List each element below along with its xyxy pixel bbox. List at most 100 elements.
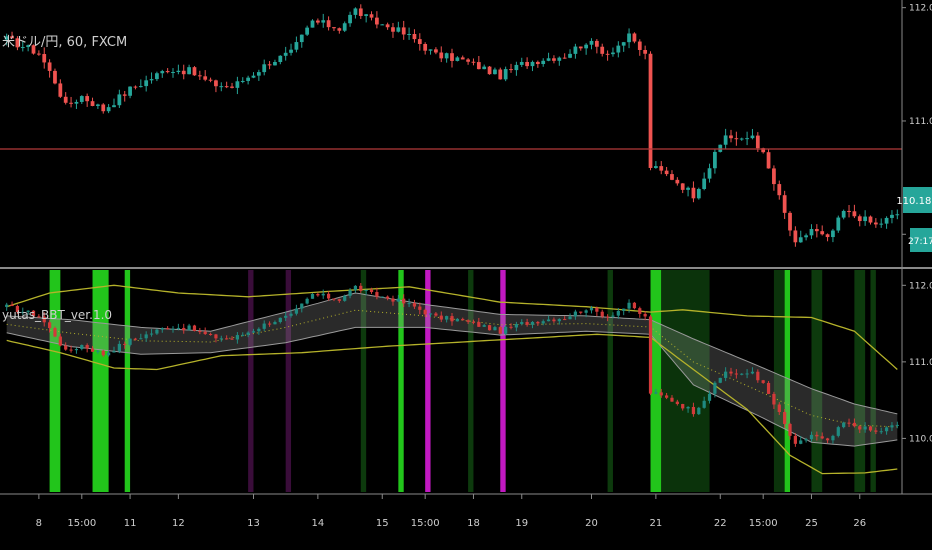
indicator-candle-body bbox=[139, 338, 143, 340]
indicator-candle-body bbox=[536, 321, 540, 324]
candle-body bbox=[546, 58, 551, 61]
indicator-candle-body bbox=[675, 401, 679, 405]
candle-body bbox=[637, 41, 642, 50]
outer-band-lower bbox=[6, 333, 898, 475]
indicator-axis[interactable]: 112.000 111.000 110.000 bbox=[902, 281, 932, 444]
indicator-candle-body bbox=[820, 436, 824, 439]
candle-body bbox=[31, 45, 36, 54]
indicator-candle-body bbox=[96, 350, 100, 352]
indicator-candle-body bbox=[343, 295, 347, 301]
countdown-badge: 27:17 bbox=[908, 237, 932, 247]
candle-body bbox=[332, 27, 336, 29]
indicator-candle-body bbox=[230, 338, 234, 340]
candle-body bbox=[750, 135, 755, 139]
indicator-candle-body bbox=[15, 306, 20, 313]
time-axis-label: 11 bbox=[124, 518, 137, 529]
candle-body bbox=[90, 101, 95, 106]
candle-body bbox=[176, 70, 181, 73]
time-axis-label: 19 bbox=[515, 518, 528, 529]
price-candles-layer bbox=[4, 4, 900, 247]
signal-bar bbox=[650, 270, 662, 492]
indicator-candle-body bbox=[396, 298, 400, 302]
candle-body bbox=[594, 40, 599, 47]
symbol-title[interactable]: 米ドル/円, 60, FXCM bbox=[2, 35, 127, 50]
candle-body bbox=[117, 94, 122, 106]
time-axis-label: 25 bbox=[805, 518, 818, 529]
candle-body bbox=[825, 234, 830, 238]
indicator-candle-body bbox=[713, 382, 717, 394]
indicator-candle-body bbox=[128, 338, 132, 345]
indicator-candle-body bbox=[632, 302, 637, 309]
indicator-candle-body bbox=[257, 328, 261, 332]
indicator-axis-label: 111.000 bbox=[909, 358, 932, 368]
bollinger-bands-layer bbox=[6, 284, 898, 475]
candle-body bbox=[552, 58, 556, 61]
signal-bar bbox=[248, 270, 254, 492]
indicator-candle-body bbox=[321, 293, 325, 296]
signal-bar bbox=[784, 270, 791, 492]
signal-bar bbox=[124, 270, 131, 492]
indicator-candle-body bbox=[482, 325, 486, 327]
time-axis-label: 15:00 bbox=[411, 518, 440, 529]
indicator-candle-body bbox=[788, 423, 792, 436]
candle-body bbox=[519, 61, 524, 65]
candle-body bbox=[342, 23, 347, 31]
signal-bar bbox=[92, 270, 109, 492]
indicator-candle-body bbox=[294, 308, 299, 314]
time-axis-label: 13 bbox=[247, 518, 260, 529]
candle-body bbox=[814, 229, 819, 232]
indicator-candle-body bbox=[498, 327, 502, 334]
candle-body bbox=[788, 212, 792, 231]
indicator-candle-body bbox=[112, 351, 116, 353]
candle-body bbox=[133, 86, 138, 88]
price-axis-label: 111.000 bbox=[909, 117, 932, 127]
indicator-candle-body bbox=[884, 427, 889, 432]
indicator-candle-body bbox=[353, 285, 358, 291]
indicator-candle-body bbox=[847, 422, 851, 424]
time-axis-label: 21 bbox=[650, 518, 663, 529]
candle-body bbox=[10, 36, 14, 39]
indicator-candle-body bbox=[375, 292, 379, 297]
candle-body bbox=[557, 57, 562, 61]
candle-body bbox=[654, 166, 658, 168]
candle-body bbox=[761, 148, 766, 153]
time-axis-label: 15:00 bbox=[749, 518, 778, 529]
candle-body bbox=[578, 46, 583, 49]
indicator-candle-body bbox=[369, 289, 374, 293]
time-axis[interactable]: 8 15:00 11 12 13 14 15 15:00 18 19 20 21 22 15:00 25 26 bbox=[36, 494, 866, 529]
candle-body bbox=[224, 86, 229, 88]
candle-body bbox=[713, 151, 717, 169]
indicator-candle-body bbox=[246, 332, 250, 335]
candle-body bbox=[364, 14, 369, 16]
indicator-candle-body bbox=[386, 296, 390, 299]
candle-body bbox=[171, 72, 175, 74]
candle-body bbox=[246, 77, 250, 81]
candle-body bbox=[396, 27, 401, 32]
candle-body bbox=[879, 223, 884, 225]
candle-body bbox=[101, 104, 106, 112]
indicator-candle-body bbox=[10, 304, 14, 307]
indicator-candle-body bbox=[563, 319, 567, 321]
indicator-candle-body bbox=[251, 331, 256, 333]
indicator-title[interactable]: yutas_BBT_ver.1.0 bbox=[2, 308, 112, 322]
indicator-candle-body bbox=[391, 298, 395, 302]
indicator-candle-body bbox=[69, 349, 73, 351]
indicator-candle-body bbox=[235, 335, 239, 340]
indicator-candle-body bbox=[402, 298, 406, 304]
indicator-candle-body bbox=[681, 404, 685, 409]
candle-body bbox=[777, 184, 782, 196]
indicator-candle-body bbox=[842, 422, 846, 428]
candle-body bbox=[251, 75, 256, 78]
indicator-candles-layer bbox=[5, 283, 899, 447]
candle-body bbox=[793, 230, 798, 243]
indicator-candle-body bbox=[133, 338, 138, 340]
indicator-candle-body bbox=[450, 316, 454, 322]
candle-body bbox=[723, 135, 728, 145]
indicator-candle-body bbox=[546, 319, 551, 322]
candle-body bbox=[358, 8, 363, 16]
candle-body bbox=[26, 45, 31, 48]
candle-body bbox=[493, 69, 497, 75]
indicator-candle-body bbox=[160, 328, 164, 330]
candle-body bbox=[299, 34, 304, 43]
indicator-candle-body bbox=[761, 380, 765, 383]
